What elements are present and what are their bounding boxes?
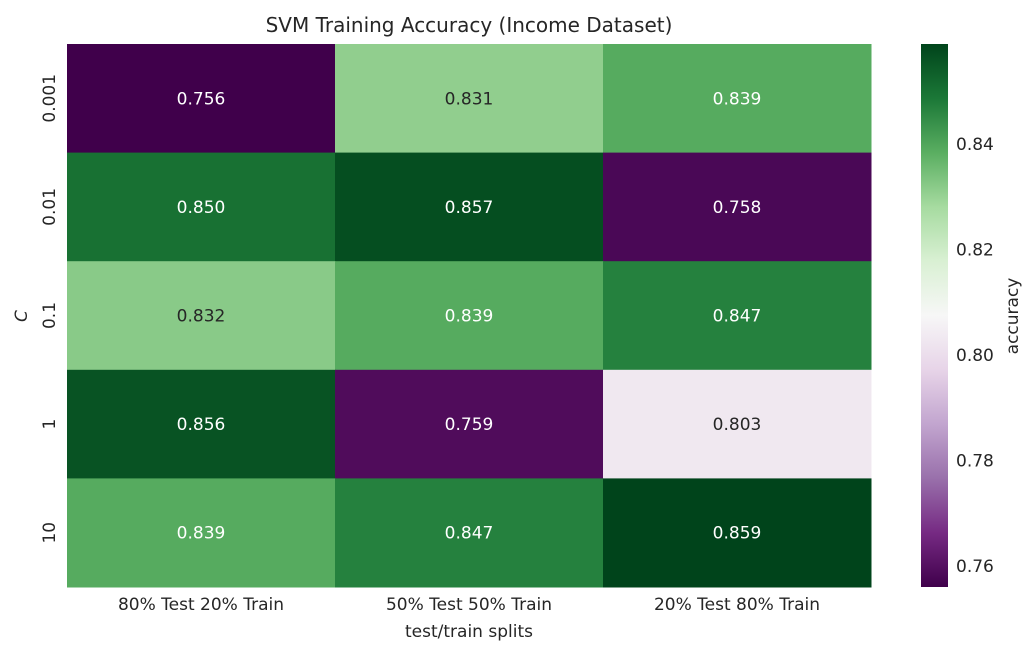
y-tick-label: 10 xyxy=(40,522,60,544)
cell-value-label: 0.856 xyxy=(177,415,226,435)
heatmap-cell xyxy=(67,369,336,479)
colorbar-tick-label: 0.76 xyxy=(956,557,994,577)
heatmap-cell xyxy=(335,369,604,479)
y-axis-label: C xyxy=(12,310,32,322)
y-tick-label: 1 xyxy=(40,419,60,430)
y-tick-labels: 0.001 0.01 0.1 1 10 xyxy=(40,74,60,544)
heatmap-cell xyxy=(603,369,872,479)
x-tick-label: 50% Test 50% Train xyxy=(386,595,552,615)
heatmap-cell-labels: 0.756 0.831 0.839 0.850 0.857 0.758 0.832 0.839… xyxy=(177,89,762,543)
colorbar-tick-label: 0.78 xyxy=(956,451,994,471)
cell-value-label: 0.839 xyxy=(445,307,494,327)
cell-value-label: 0.758 xyxy=(713,198,762,218)
heatmap-cell xyxy=(67,478,336,588)
heatmap-cell xyxy=(335,44,604,154)
colorbar-tick-label: 0.80 xyxy=(956,346,994,366)
heatmap-cell xyxy=(603,478,872,588)
heatmap-cell xyxy=(67,44,336,154)
heatmap-cell xyxy=(335,152,604,262)
heatmap-cell xyxy=(603,152,872,262)
colorbar xyxy=(921,44,948,587)
cell-value-label: 0.850 xyxy=(177,198,226,218)
x-tick-label: 80% Test 20% Train xyxy=(118,595,284,615)
cell-value-label: 0.832 xyxy=(177,307,226,327)
cell-value-label: 0.857 xyxy=(445,198,494,218)
cell-value-label: 0.847 xyxy=(713,307,762,327)
cell-value-label: 0.803 xyxy=(713,415,762,435)
heatmap-cell xyxy=(335,261,604,371)
heatmap-cell xyxy=(67,152,336,262)
heatmap-cells xyxy=(67,44,872,588)
cell-value-label: 0.847 xyxy=(445,524,494,544)
cell-value-label: 0.859 xyxy=(713,524,762,544)
heatmap-cell xyxy=(603,261,872,371)
colorbar-tick-label: 0.84 xyxy=(956,135,994,155)
y-tick-label: 0.01 xyxy=(40,188,60,226)
heatmap-cell xyxy=(335,478,604,588)
colorbar-tick-label: 0.82 xyxy=(956,241,994,261)
cell-value-label: 0.831 xyxy=(445,89,494,109)
y-tick-label: 0.1 xyxy=(40,302,60,329)
chart-title: SVM Training Accuracy (Income Dataset) xyxy=(266,13,673,37)
colorbar-label: accuracy xyxy=(1003,278,1023,355)
x-axis-label: test/train splits xyxy=(405,622,533,642)
heatmap-cell xyxy=(603,44,872,154)
y-tick-label: 0.001 xyxy=(40,74,60,123)
cell-value-label: 0.839 xyxy=(177,524,226,544)
x-tick-label: 20% Test 80% Train xyxy=(654,595,820,615)
cell-value-label: 0.756 xyxy=(177,89,226,109)
x-tick-labels: 80% Test 20% Train 50% Test 50% Train 20% … xyxy=(118,595,820,615)
heatmap-cell xyxy=(67,261,336,371)
cell-value-label: 0.839 xyxy=(713,89,762,109)
cell-value-label: 0.759 xyxy=(445,415,494,435)
colorbar-ticks: 0.76 0.78 0.80 0.82 0.84 xyxy=(956,135,994,577)
